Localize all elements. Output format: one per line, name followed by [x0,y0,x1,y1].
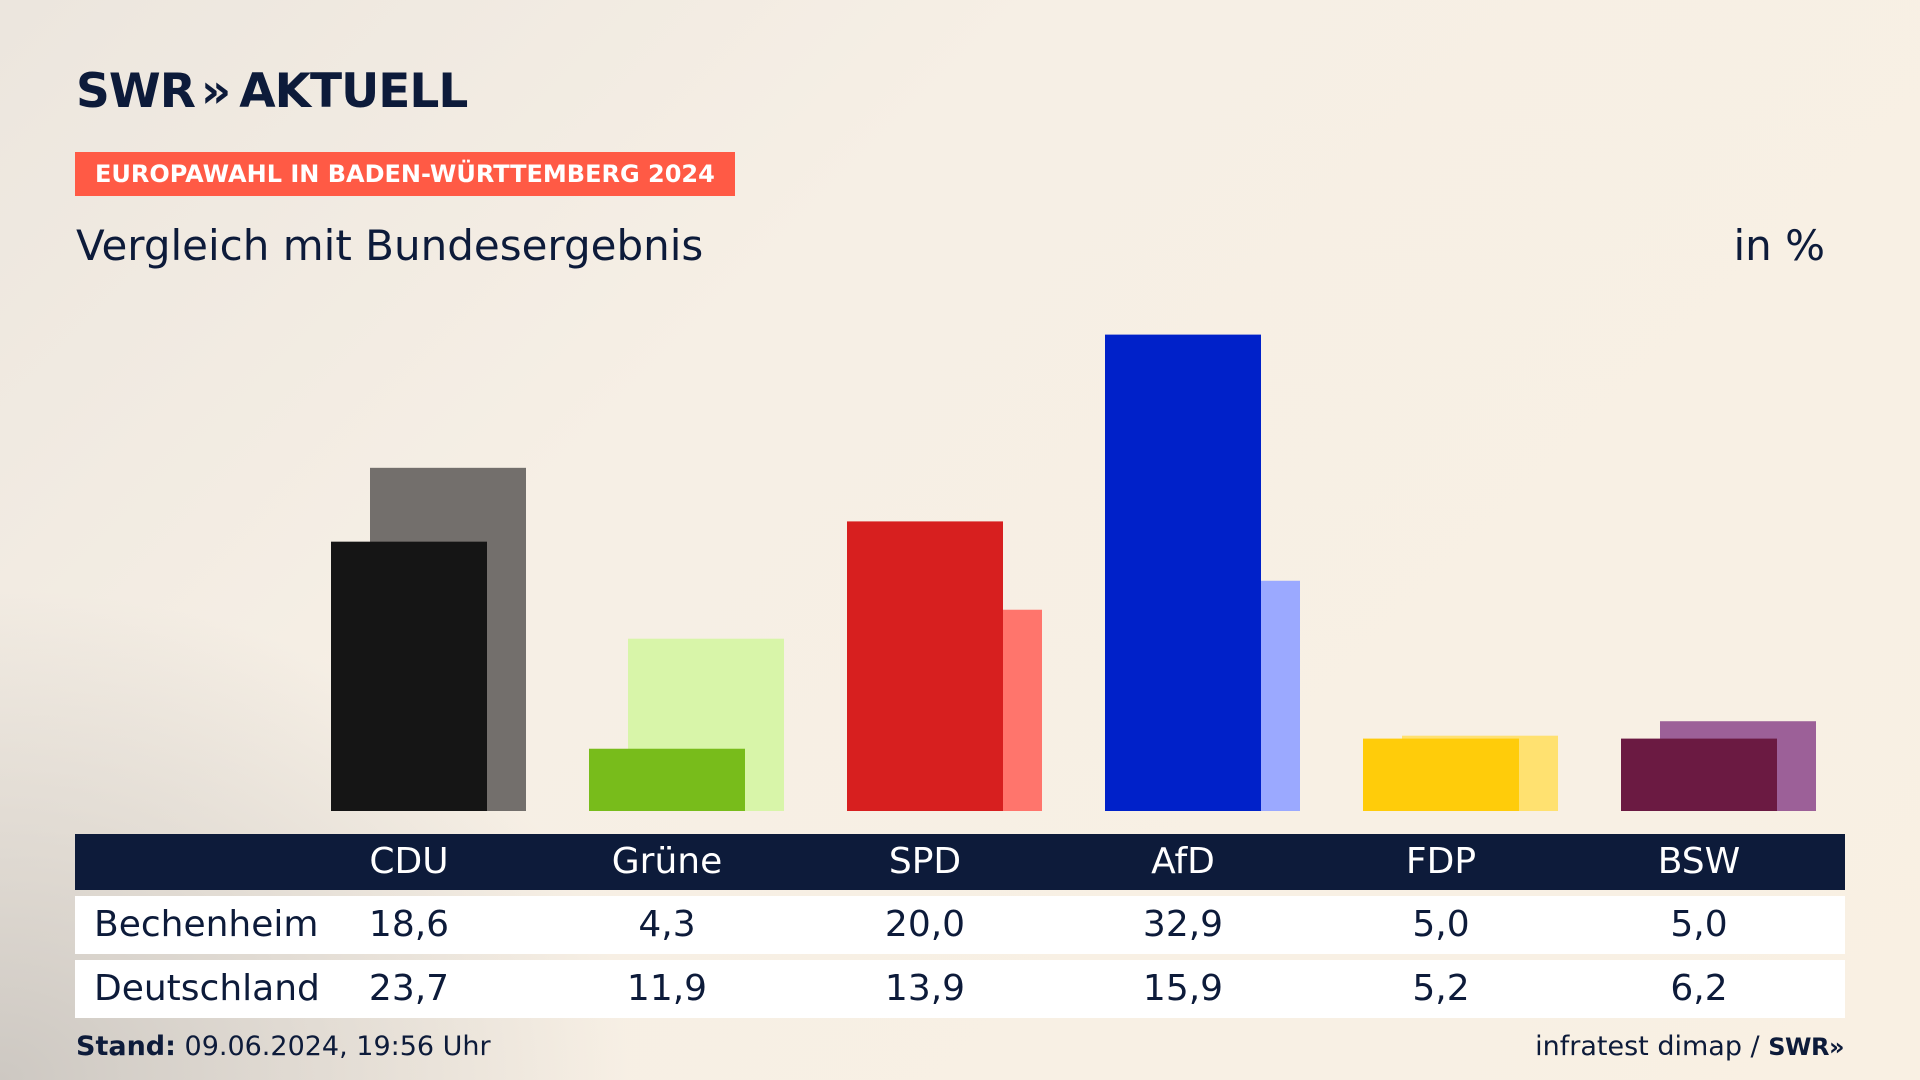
value-cell-bsw: 5,0 [1670,904,1728,945]
value-cell-afd: 15,9 [1142,968,1224,1009]
bar-bechenheim-spd [847,521,1003,811]
value-cell-spd: 20,0 [884,904,966,945]
row-label: Deutschland [94,968,320,1009]
party-header-fdp: FDP [1405,841,1477,882]
timestamp: Stand: 09.06.2024, 19:56 Uhr [76,1030,491,1064]
row-label: Bechenheim [94,904,319,945]
table-header-row: CDU Grüne SPD AfD FDP BSW [75,834,1845,890]
stand-value: 09.06.2024, 19:56 Uhr [184,1031,491,1062]
party-header-grüne: Grüne [611,841,723,882]
value-cell-spd: 13,9 [884,968,966,1009]
value-cell-cdu: 23,7 [368,968,450,1009]
bar-bechenheim-cdu [331,541,487,811]
party-header-afd: AfD [1151,841,1215,882]
bar-chart [331,334,1816,811]
election-banner: EUROPAWAHL IN BADEN-WÜRTTEMBERG 2024 [75,152,735,196]
source-text: infratest dimap / [1535,1031,1760,1062]
source-credit: infratest dimap / SWR» [1535,1030,1844,1064]
value-cell-fdp: 5,2 [1412,968,1470,1009]
party-header-spd: SPD [888,841,962,882]
logo-aktuell: AKTUELL [239,64,468,119]
swr-aktuell-logo: SWR» AKTUELL [76,64,468,120]
table-row-deutschland: Deutschland 23,7 11,9 13,9 15,9 5,2 6,2 [75,960,1845,1018]
logo-swr: SWR [76,64,196,119]
value-cell-cdu: 18,6 [368,904,450,945]
stand-label: Stand: [76,1031,176,1062]
bar-bechenheim-grüne [589,748,745,811]
party-header-bsw: BSW [1657,841,1741,882]
results-table: CDU Grüne SPD AfD FDP BSW Bechenheim 18,6 4,3 2… [75,834,1845,1018]
table-row-bechenheim: Bechenheim 18,6 4,3 20,0 32,9 5,0 5,0 [75,896,1845,954]
value-cell-grüne: 11,9 [626,968,708,1009]
value-cell-bsw: 6,2 [1670,968,1728,1009]
bar-bechenheim-bsw [1621,738,1777,811]
chart-subtitle: Vergleich mit Bundesergebnis [76,221,704,270]
party-header-cdu: CDU [369,841,449,882]
swr-mini-logo: SWR» [1768,1033,1844,1061]
bar-bechenheim-afd [1105,334,1261,811]
value-cell-fdp: 5,0 [1412,904,1470,945]
unit-label: in % [1733,221,1825,270]
value-cell-afd: 32,9 [1142,904,1224,945]
value-cell-grüne: 4,3 [638,904,696,945]
bar-bechenheim-fdp [1363,738,1519,811]
